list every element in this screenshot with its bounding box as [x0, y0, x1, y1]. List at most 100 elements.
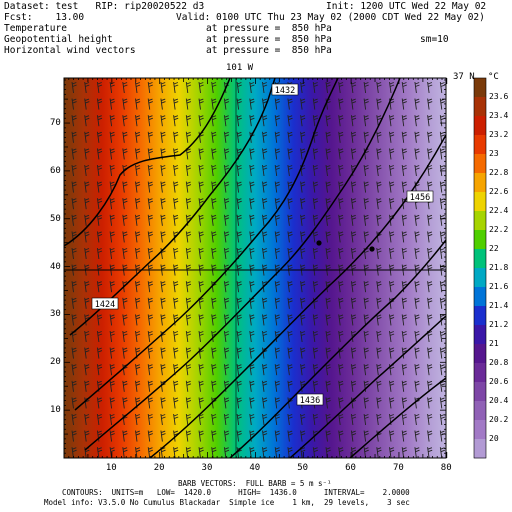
- wind-barb: [414, 430, 420, 442]
- wind-barb: [325, 115, 331, 127]
- wind-barb: [262, 380, 268, 392]
- wind-barb: [223, 98, 230, 110]
- wind-barb: [312, 413, 319, 426]
- wind-barb: [401, 148, 407, 160]
- wind-barb: [274, 181, 280, 193]
- wind-barb: [274, 131, 280, 143]
- wind-barb: [173, 397, 179, 409]
- wind-barb: [198, 430, 204, 442]
- wind-barb: [439, 330, 446, 343]
- wind-barb: [236, 364, 242, 376]
- wind-barb: [198, 447, 204, 458]
- wind-barb: [173, 164, 179, 177]
- wind-barb: [389, 164, 395, 177]
- wind-barb: [160, 231, 166, 243]
- wind-barb: [376, 98, 382, 110]
- wind-barb: [147, 430, 153, 442]
- wind-barb: [84, 314, 90, 326]
- wind-barb: [211, 231, 217, 243]
- wind-barb: [249, 98, 255, 110]
- wind-barb: [274, 330, 280, 343]
- wind-barb: [96, 397, 103, 409]
- wind-barb: [122, 181, 128, 193]
- wind-barb: [427, 364, 433, 376]
- wind-barb: [223, 198, 230, 210]
- wind-barb: [84, 380, 90, 392]
- wind-barb: [223, 314, 230, 326]
- wind-barb: [363, 198, 369, 210]
- contour-label-text-1436: 1436: [300, 396, 320, 406]
- wind-barb: [389, 330, 395, 343]
- wind-barb: [312, 181, 319, 193]
- wind-barb: [287, 198, 293, 210]
- valid-line: Valid: 0100 UTC Thu 23 May 02 (2000 CDT …: [176, 12, 485, 23]
- wind-barb: [300, 430, 306, 442]
- wind-barb: [427, 98, 433, 110]
- wind-barb: [147, 314, 153, 326]
- wind-barb: [122, 81, 128, 94]
- wind-barb: [262, 214, 268, 226]
- y-tick-label: 60: [50, 165, 61, 176]
- wind-barb: [236, 198, 242, 210]
- wind-barb: [185, 115, 192, 127]
- wind-barb: [198, 181, 204, 193]
- wind-barb: [287, 380, 293, 392]
- wind-barb: [363, 231, 369, 243]
- wind-barb: [147, 164, 153, 177]
- wind-barb: [147, 330, 153, 343]
- wind-barb: [389, 181, 395, 193]
- wind-barb: [401, 397, 407, 409]
- wind-barb: [414, 115, 420, 127]
- wind-barb: [96, 148, 103, 160]
- height-contour-3: [74, 78, 339, 411]
- wind-barb: [122, 297, 128, 309]
- wind-barb: [427, 148, 433, 160]
- wind-barb: [376, 330, 382, 343]
- wind-barb: [262, 115, 268, 127]
- wind-barb: [122, 347, 128, 359]
- wind-barb: [96, 247, 103, 260]
- wind-barb: [287, 413, 293, 426]
- wind-barb: [135, 198, 141, 210]
- wind-barb: [185, 81, 192, 94]
- wind-barb: [122, 397, 128, 409]
- wind-barb: [274, 231, 280, 243]
- wind-barb: [96, 314, 103, 326]
- wind-barb: [262, 447, 268, 458]
- wind-barb: [401, 380, 407, 392]
- wind-barb: [363, 98, 369, 110]
- wind-barb: [427, 380, 433, 392]
- wind-barb: [338, 397, 344, 409]
- colorbar-label: 23.4: [489, 111, 509, 120]
- wind-barb: [262, 81, 268, 94]
- colorbar-swatch: [474, 135, 486, 155]
- field2-name: Geopotential height: [4, 34, 113, 45]
- wind-barb: [160, 131, 166, 143]
- wind-barb: [71, 413, 77, 426]
- wind-barb: [312, 115, 319, 127]
- wind-barb: [439, 181, 446, 193]
- wind-barb: [147, 148, 153, 160]
- wind-barb: [262, 148, 268, 160]
- wind-barb: [427, 247, 433, 260]
- wind-barb: [274, 297, 280, 309]
- colorbar-swatch: [474, 439, 486, 459]
- wind-barb: [249, 347, 255, 359]
- wind-barb: [439, 347, 446, 359]
- wind-barb: [185, 247, 192, 260]
- wind-barb: [160, 281, 166, 293]
- wind-barb: [135, 181, 141, 193]
- wind-barb: [147, 247, 153, 260]
- wind-barb: [249, 397, 255, 409]
- wind-barb: [401, 347, 407, 359]
- wind-barb: [325, 131, 331, 143]
- wind-barb: [223, 397, 230, 409]
- wind-barb: [71, 347, 77, 359]
- wind-barb: [414, 314, 420, 326]
- wind-barb: [262, 98, 268, 110]
- wind-barb: [147, 131, 153, 143]
- wind-barb: [122, 198, 128, 210]
- wind-barb: [211, 447, 217, 458]
- wind-barb: [135, 297, 141, 309]
- wind-barb: [160, 413, 166, 426]
